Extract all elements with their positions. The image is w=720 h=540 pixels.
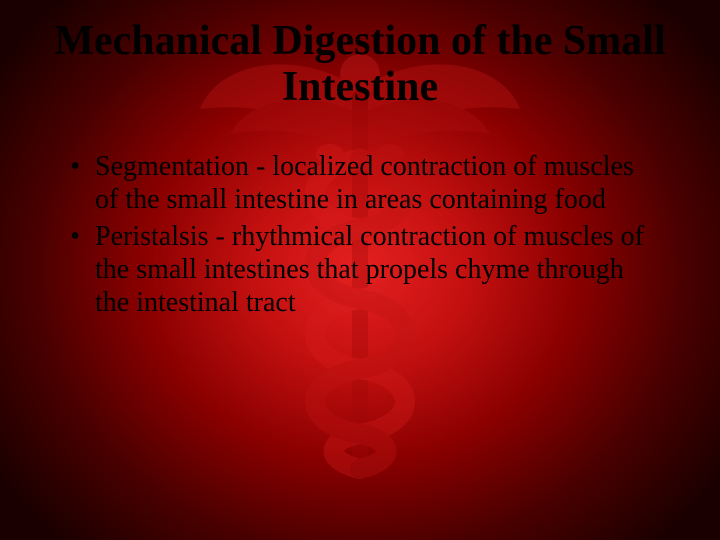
list-item: • Peristalsis - rhythmical contraction o… bbox=[55, 220, 660, 319]
bullet-text: Segmentation - localized contraction of … bbox=[95, 150, 660, 216]
slide: Mechanical Digestion of the Small Intest… bbox=[0, 0, 720, 540]
list-item: • Segmentation - localized contraction o… bbox=[55, 150, 660, 216]
slide-title: Mechanical Digestion of the Small Intest… bbox=[0, 18, 720, 110]
bullet-list: • Segmentation - localized contraction o… bbox=[55, 150, 660, 323]
bullet-marker: • bbox=[55, 150, 95, 184]
bullet-marker: • bbox=[55, 220, 95, 254]
bullet-text: Peristalsis - rhythmical contraction of … bbox=[95, 220, 660, 319]
